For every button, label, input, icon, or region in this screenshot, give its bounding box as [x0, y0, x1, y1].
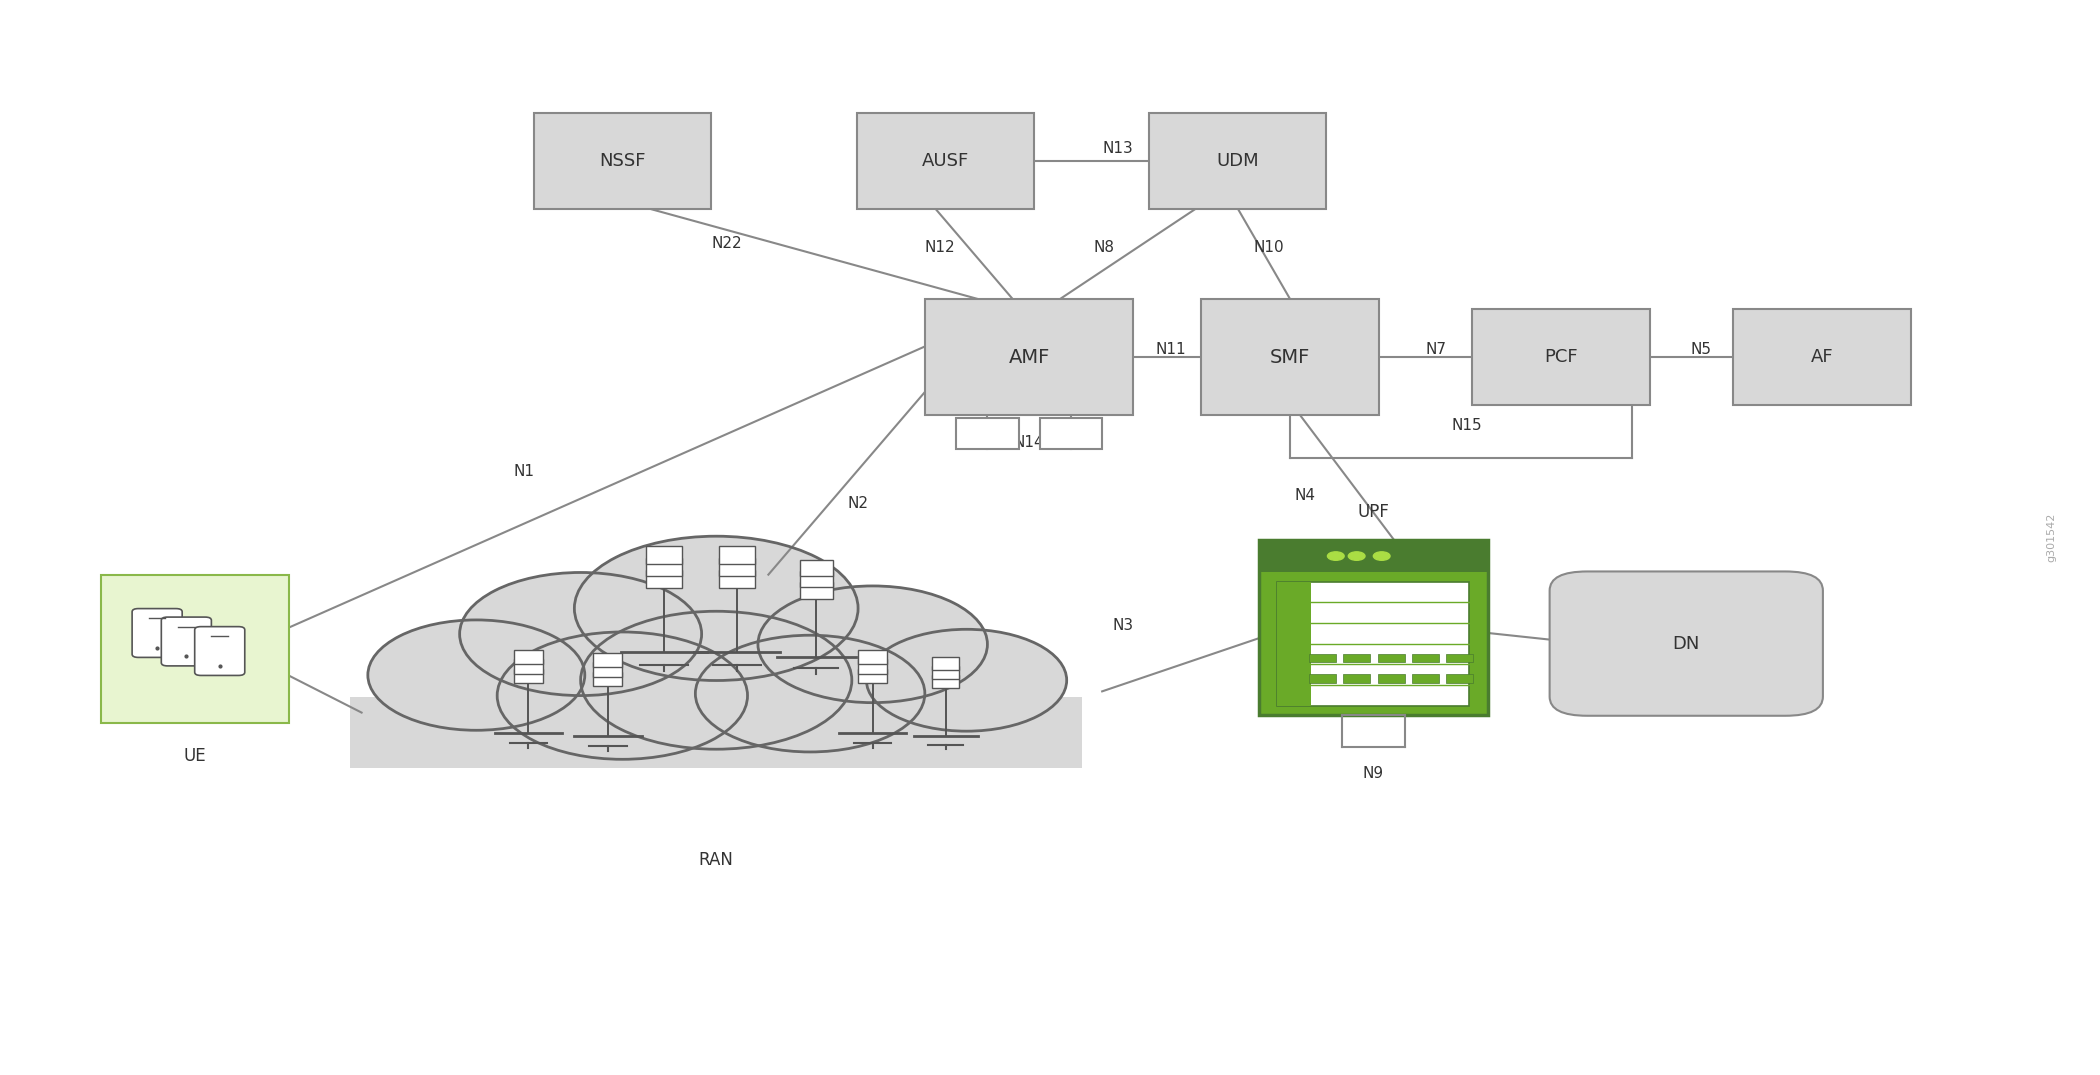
Text: N7: N7 [1426, 342, 1447, 357]
FancyBboxPatch shape [859, 649, 886, 664]
FancyBboxPatch shape [720, 558, 754, 576]
Text: AMF: AMF [1008, 347, 1050, 367]
FancyBboxPatch shape [859, 669, 886, 684]
Text: N8: N8 [1094, 240, 1115, 255]
Text: UPF: UPF [1357, 503, 1390, 521]
Text: N9: N9 [1363, 766, 1384, 782]
Circle shape [1348, 551, 1365, 560]
Circle shape [1327, 551, 1344, 560]
FancyBboxPatch shape [514, 659, 542, 674]
FancyBboxPatch shape [932, 675, 960, 688]
FancyBboxPatch shape [800, 582, 834, 599]
Circle shape [580, 612, 853, 749]
Text: SMF: SMF [1270, 347, 1310, 367]
FancyBboxPatch shape [800, 571, 834, 587]
Text: N11: N11 [1155, 342, 1186, 357]
FancyBboxPatch shape [647, 570, 682, 588]
FancyBboxPatch shape [1277, 582, 1470, 705]
Text: N12: N12 [924, 240, 956, 255]
Text: N4: N4 [1294, 488, 1315, 503]
Text: N6: N6 [1550, 639, 1571, 654]
Text: UE: UE [183, 746, 206, 764]
FancyBboxPatch shape [101, 575, 288, 723]
Circle shape [575, 536, 859, 680]
FancyBboxPatch shape [1550, 572, 1823, 716]
Text: AF: AF [1810, 348, 1833, 367]
Circle shape [758, 586, 987, 703]
Text: PCF: PCF [1544, 348, 1577, 367]
FancyBboxPatch shape [1149, 113, 1327, 209]
FancyBboxPatch shape [1378, 674, 1405, 683]
FancyBboxPatch shape [1344, 654, 1369, 662]
Circle shape [1373, 551, 1390, 560]
FancyBboxPatch shape [1308, 654, 1336, 662]
Circle shape [498, 632, 748, 759]
Text: g301542: g301542 [2045, 513, 2056, 562]
FancyBboxPatch shape [1344, 674, 1369, 683]
FancyBboxPatch shape [1411, 654, 1438, 662]
FancyBboxPatch shape [1040, 417, 1102, 449]
FancyBboxPatch shape [956, 417, 1018, 449]
Text: N15: N15 [1451, 418, 1483, 433]
FancyBboxPatch shape [857, 113, 1035, 209]
FancyBboxPatch shape [533, 113, 712, 209]
Text: UDM: UDM [1216, 152, 1260, 170]
Text: DN: DN [1672, 634, 1701, 653]
Text: NSSF: NSSF [598, 152, 645, 170]
Text: N3: N3 [1113, 618, 1134, 633]
FancyBboxPatch shape [132, 608, 183, 658]
FancyBboxPatch shape [1258, 540, 1489, 715]
FancyBboxPatch shape [647, 558, 682, 576]
FancyBboxPatch shape [594, 653, 622, 668]
FancyBboxPatch shape [1472, 310, 1651, 405]
FancyBboxPatch shape [1308, 674, 1336, 683]
FancyBboxPatch shape [647, 546, 682, 563]
Text: N10: N10 [1254, 240, 1285, 255]
Text: N22: N22 [712, 235, 741, 250]
FancyBboxPatch shape [800, 560, 834, 576]
Text: N1: N1 [514, 464, 536, 479]
FancyBboxPatch shape [1258, 540, 1489, 572]
FancyBboxPatch shape [1447, 674, 1474, 683]
FancyBboxPatch shape [162, 617, 212, 665]
FancyBboxPatch shape [932, 665, 960, 679]
Text: N5: N5 [1690, 342, 1711, 357]
Bar [351, 697, 1082, 769]
Circle shape [368, 620, 584, 730]
FancyBboxPatch shape [195, 627, 246, 675]
FancyBboxPatch shape [924, 299, 1134, 415]
FancyBboxPatch shape [932, 657, 960, 671]
FancyBboxPatch shape [514, 669, 542, 684]
FancyBboxPatch shape [859, 659, 886, 674]
Circle shape [867, 629, 1067, 731]
Text: AUSF: AUSF [922, 152, 970, 170]
Text: RAN: RAN [699, 850, 733, 869]
FancyBboxPatch shape [594, 672, 622, 687]
Circle shape [695, 635, 924, 751]
FancyBboxPatch shape [1411, 674, 1438, 683]
FancyBboxPatch shape [1447, 654, 1474, 662]
FancyBboxPatch shape [1378, 654, 1405, 662]
Circle shape [460, 573, 701, 696]
FancyBboxPatch shape [594, 662, 622, 677]
FancyBboxPatch shape [514, 649, 542, 664]
FancyBboxPatch shape [1732, 310, 1911, 405]
FancyBboxPatch shape [720, 570, 754, 588]
FancyBboxPatch shape [1277, 582, 1310, 705]
Text: N2: N2 [848, 496, 869, 511]
Text: N13: N13 [1102, 142, 1132, 156]
FancyBboxPatch shape [720, 546, 754, 563]
FancyBboxPatch shape [1201, 299, 1378, 415]
Text: N14: N14 [1014, 435, 1044, 450]
